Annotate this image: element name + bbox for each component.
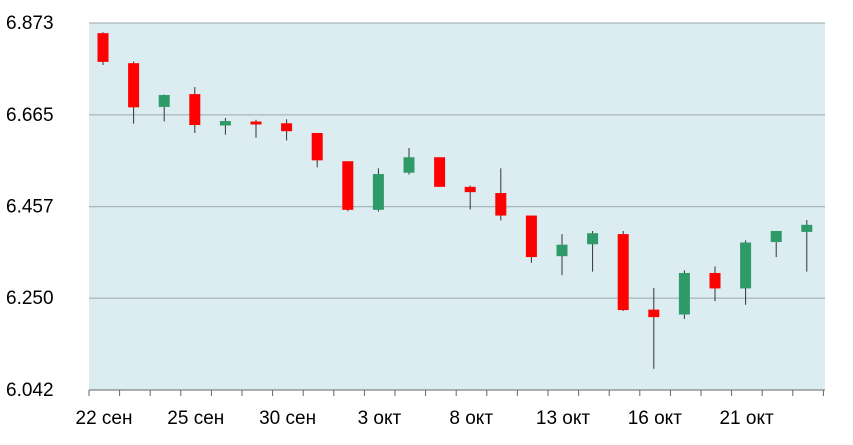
candle-body [97, 33, 109, 62]
candle [158, 94, 170, 122]
candle-body [495, 193, 507, 216]
candle-body [648, 309, 660, 318]
candle [587, 231, 599, 272]
y-tick-label: 6.457 [6, 197, 54, 218]
x-tick-label: 8 окт [449, 408, 493, 429]
candle-body [801, 224, 813, 232]
y-tick-label: 6.665 [6, 105, 54, 126]
candle [740, 240, 752, 305]
x-axis-ticks [88, 390, 824, 396]
x-axis-labels: 22 сен 25 сен 30 сен 3 окт 8 окт 13 окт 16 окт… [76, 408, 774, 429]
candle-body [434, 157, 446, 187]
candle [678, 270, 690, 319]
candle [434, 157, 446, 187]
candle [342, 161, 354, 212]
candle [801, 219, 813, 272]
candle [281, 119, 293, 141]
y-axis-labels: 6.873 6.665 6.457 6.250 6.042 [6, 13, 54, 401]
candle-body [587, 233, 599, 245]
y-tick-label: 6.250 [6, 288, 54, 309]
y-tick-label: 6.873 [6, 13, 54, 34]
candle [525, 215, 537, 263]
candle [464, 185, 476, 210]
x-tick-label: 25 сен [167, 408, 224, 429]
candle-body [770, 231, 782, 243]
candle-body [709, 272, 721, 289]
candle [495, 168, 507, 221]
candle [219, 117, 231, 135]
candle-body [525, 215, 537, 258]
candle-body [128, 63, 140, 108]
candle [403, 147, 415, 175]
candle [311, 132, 323, 168]
candles [97, 32, 813, 369]
candle-body [372, 174, 384, 210]
y-tick-label: 6.042 [6, 380, 54, 401]
x-tick-label: 3 окт [358, 408, 402, 429]
candle-body [464, 186, 476, 193]
candle-body [189, 94, 201, 126]
candle-body [250, 121, 262, 125]
x-tick-label: 22 сен [76, 408, 133, 429]
candle-body [678, 272, 690, 315]
candle-body [158, 94, 170, 107]
candle [770, 231, 782, 258]
candle-body [740, 242, 752, 289]
candle-body [617, 234, 629, 311]
candle [128, 61, 140, 124]
candle [372, 168, 384, 212]
candle-body [311, 132, 323, 161]
candle [709, 266, 721, 302]
x-tick-label: 16 окт [628, 408, 683, 429]
candle [250, 119, 262, 138]
candle [189, 87, 201, 133]
candle [556, 234, 568, 276]
candle-body [556, 244, 568, 257]
candle [648, 287, 660, 369]
candle-body [403, 157, 415, 173]
candle [97, 32, 109, 65]
candle-body [219, 121, 231, 126]
candle-body [281, 123, 293, 132]
x-tick-label: 21 окт [719, 408, 774, 429]
x-tick-label: 30 сен [259, 408, 316, 429]
grid-lines [89, 22, 825, 299]
candle [617, 231, 629, 311]
candle-body [342, 161, 354, 210]
x-tick-label: 13 окт [536, 408, 591, 429]
